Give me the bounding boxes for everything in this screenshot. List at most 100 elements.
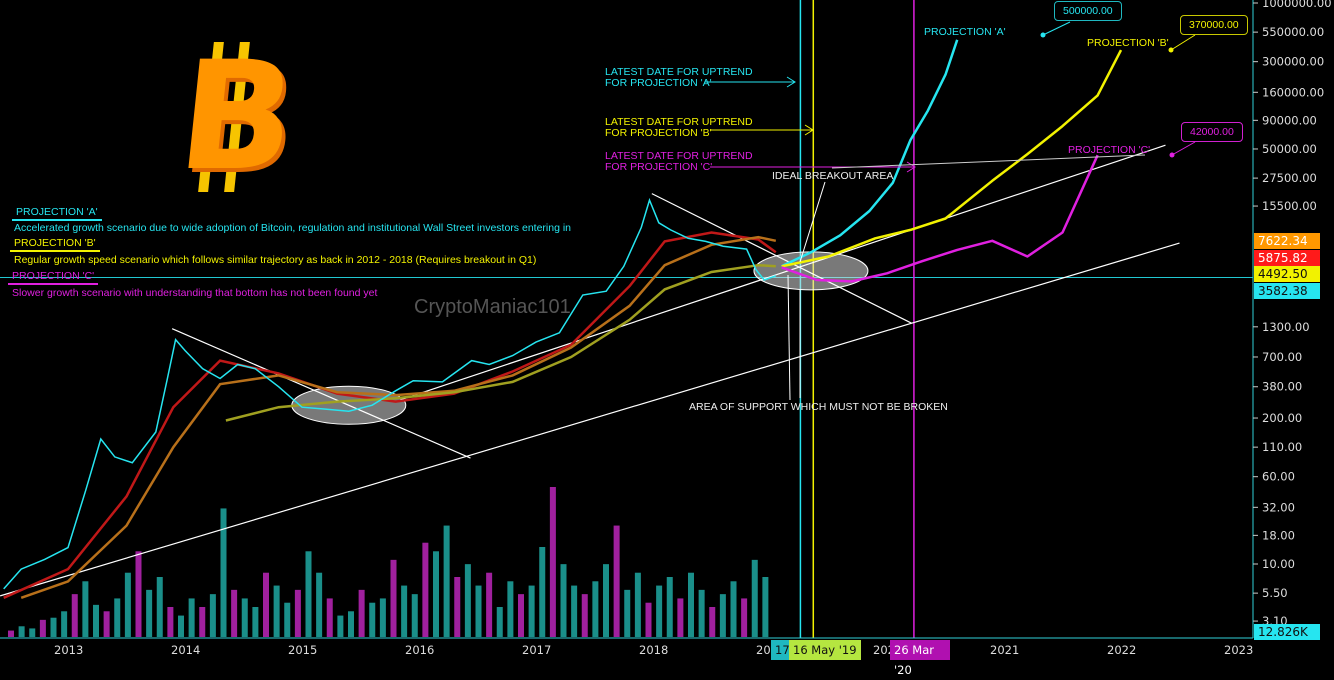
projection-c-label: PROJECTION 'C'	[1068, 144, 1151, 156]
y-tick-label: 380.00	[1262, 380, 1302, 394]
legend-c-title: PROJECTION 'C'	[8, 270, 99, 285]
volume-bar	[443, 525, 450, 637]
legend-b-text: Regular growth speed scenario which foll…	[14, 254, 537, 266]
y-tick-label: 300000.00	[1262, 55, 1324, 69]
volume-bar	[114, 598, 121, 637]
chart-lines	[0, 0, 1253, 638]
volume-bar	[326, 598, 333, 637]
latest-date-a-note: LATEST DATE FOR UPTREND FOR PROJECTION 'A…	[605, 66, 753, 89]
volume-bar	[592, 581, 599, 637]
arrow-head-icon	[786, 76, 796, 88]
volume-bar	[528, 585, 535, 637]
volume-bar	[645, 602, 652, 637]
callout-anchor	[1168, 47, 1174, 53]
moving-average-line	[225, 263, 776, 422]
legend-b-title: PROJECTION 'B'	[10, 237, 100, 252]
volume-bar	[156, 577, 163, 637]
date-label-c: 26 Mar '20	[890, 640, 950, 677]
volume-bar	[305, 551, 312, 637]
volume-bar	[82, 581, 89, 637]
callout-pointer	[1170, 34, 1196, 51]
trendline	[651, 193, 912, 324]
watermark: CryptoManiac101	[414, 296, 571, 318]
target-a-callout[interactable]: 500000.00	[1054, 1, 1122, 21]
arrow-head-icon	[906, 161, 916, 173]
volume-bar	[464, 564, 471, 637]
volume-bar	[401, 585, 408, 637]
support-pointer	[787, 274, 791, 401]
projection-line	[781, 39, 959, 268]
legend-a-title: PROJECTION 'A'	[12, 206, 102, 221]
y-tick-label: 1300.00	[1262, 320, 1310, 334]
volume-bar	[549, 487, 556, 637]
x-tick-label: 2023	[1224, 643, 1254, 657]
target-c-callout[interactable]: 42000.00	[1181, 122, 1243, 142]
callout-anchor	[1169, 152, 1175, 158]
price-label: 4492.50	[1254, 266, 1320, 282]
volume-bar	[581, 594, 588, 637]
price-label: 3582.38	[1254, 282, 1320, 299]
y-tick-label: 5.50	[1262, 586, 1288, 600]
volume-bar	[284, 602, 291, 637]
price-chart[interactable]: 1000000.00 550000.00 300000.00 160000.00 900…	[0, 0, 1334, 664]
volume-bar	[688, 572, 694, 637]
volume-bar	[29, 628, 36, 637]
breakout-note: IDEAL BREAKOUT AREA	[772, 170, 894, 182]
volume-bar	[61, 611, 68, 637]
legend-c-text: Slower growth scenario with understandin…	[12, 287, 378, 299]
volume-bar	[358, 589, 365, 637]
y-tick-label: 200.00	[1262, 411, 1302, 425]
breakout-pointer	[799, 181, 826, 263]
volume-bar	[751, 559, 758, 637]
volume-bar	[698, 589, 705, 637]
volume-bar	[475, 585, 482, 637]
volume-bar	[135, 551, 142, 637]
volume-bar	[719, 594, 726, 637]
volume-bar	[294, 589, 301, 637]
projection-c-pointer	[831, 154, 1146, 169]
volume-bar	[422, 542, 429, 637]
volume-bar	[50, 617, 57, 637]
bitcoin-logo: B	[170, 30, 304, 204]
volume-bar	[188, 598, 195, 637]
trendline	[400, 144, 1166, 401]
volume-bar	[263, 572, 269, 637]
y-tick-label: 50000.00	[1262, 142, 1317, 156]
volume-bar	[496, 607, 503, 637]
volume-bar	[507, 581, 514, 637]
volume-bar	[741, 598, 748, 637]
y-tick-label: 160000.00	[1262, 85, 1324, 99]
volume-bars	[8, 487, 769, 637]
volume-bar	[539, 547, 546, 637]
support-zone	[753, 251, 869, 291]
volume-bar	[603, 564, 609, 637]
y-tick-label: 90000.00	[1262, 113, 1317, 127]
volume-bar	[273, 585, 280, 637]
projection-b-label: PROJECTION 'B'	[1087, 37, 1169, 49]
volume-bar	[209, 594, 216, 637]
volume-bar	[71, 594, 78, 637]
volume-bar	[560, 564, 567, 637]
trendline	[0, 242, 1180, 597]
volume-bar	[390, 559, 397, 637]
volume-bar	[709, 607, 716, 637]
arrow-head-icon	[804, 124, 814, 136]
x-tick-label: 2022	[1107, 643, 1137, 657]
volume-bar	[379, 598, 386, 637]
volume-bar	[8, 630, 14, 637]
x-tick-label: 2017	[522, 643, 552, 657]
x-tick-label: 2015	[288, 643, 318, 657]
moving-average-line	[20, 235, 777, 599]
axes: 1000000.00 550000.00 300000.00 160000.00 900…	[0, 0, 1332, 639]
y-tick-label: 18.00	[1262, 528, 1295, 542]
target-b-callout[interactable]: 370000.00	[1180, 15, 1248, 35]
price-line	[3, 197, 777, 590]
x-tick-label: 2018	[639, 643, 669, 657]
volume-bar	[231, 589, 238, 637]
callout-pointer	[1042, 21, 1071, 36]
callout-pointer	[1171, 141, 1196, 156]
volume-bar	[241, 598, 248, 637]
price-label: 5875.82	[1254, 249, 1320, 266]
y-tick-label: 700.00	[1262, 350, 1302, 364]
volume-bar	[677, 598, 684, 637]
